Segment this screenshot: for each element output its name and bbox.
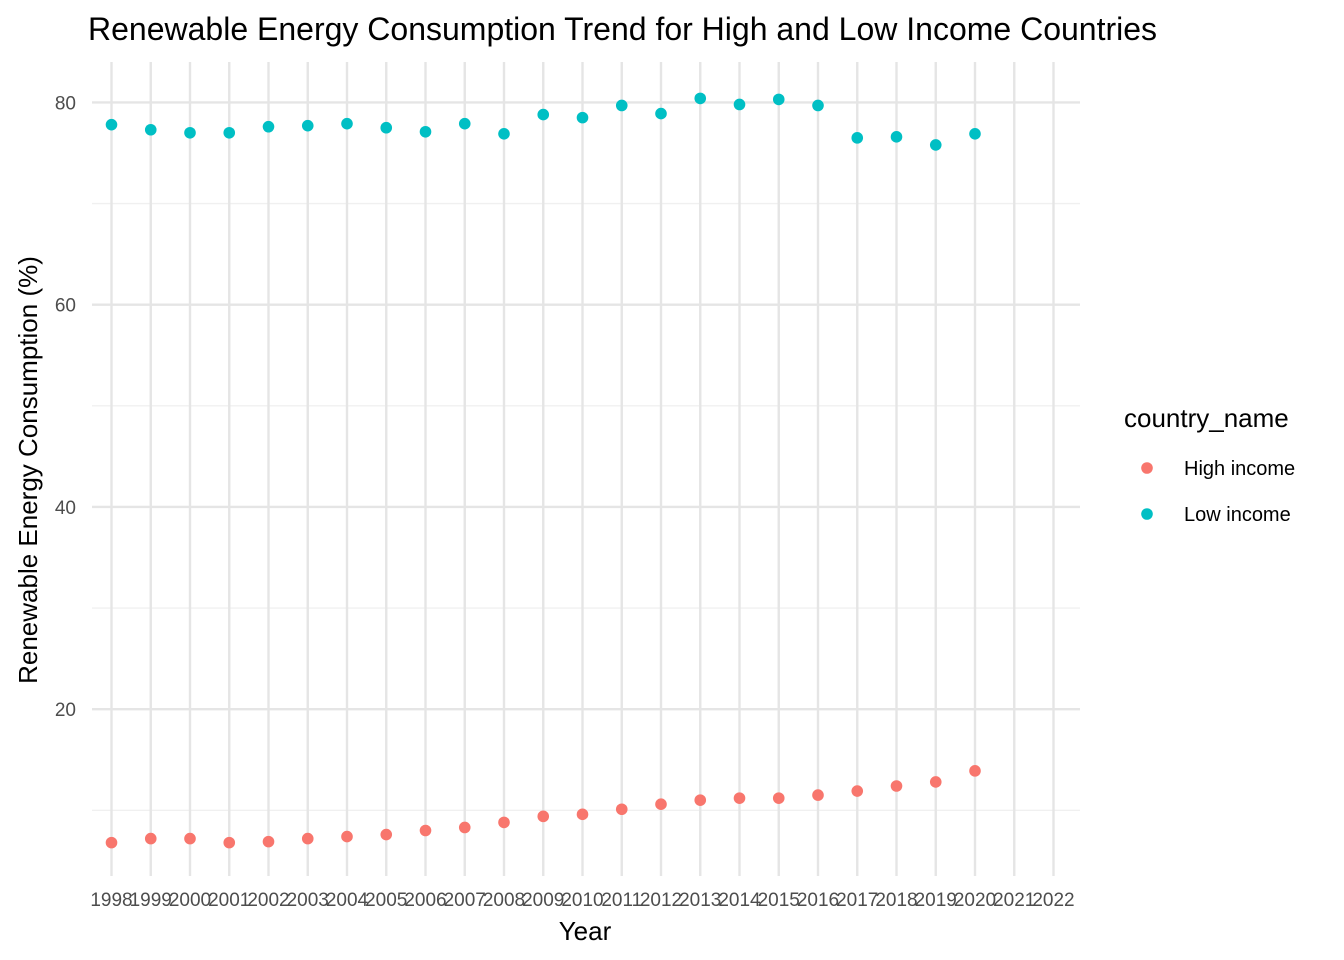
data-point — [890, 780, 903, 792]
x-tick-label: 2016 — [797, 890, 839, 911]
data-point — [537, 810, 550, 823]
x-tick-label: 2018 — [875, 890, 917, 911]
data-point — [969, 127, 981, 140]
data-point — [537, 108, 550, 121]
x-tick-label: 1999 — [130, 890, 172, 911]
data-point — [341, 830, 353, 843]
data-point — [184, 126, 196, 139]
data-point — [733, 792, 746, 804]
data-point — [969, 765, 981, 777]
data-point — [262, 120, 275, 133]
x-tick-label: 2019 — [915, 890, 957, 911]
x-tick-label: 2022 — [1032, 890, 1074, 911]
y-tick-label: 80 — [55, 93, 76, 114]
data-point — [223, 126, 236, 139]
x-tick-label: 2021 — [993, 890, 1035, 911]
x-tick-label: 2020 — [954, 890, 996, 911]
data-point — [380, 828, 393, 841]
x-tick-label: 1998 — [90, 890, 132, 911]
x-tick-label: 2002 — [247, 890, 289, 911]
x-tick-label: 2015 — [758, 890, 800, 911]
data-point — [655, 107, 667, 120]
data-point — [458, 117, 471, 130]
data-point — [929, 776, 942, 788]
data-point — [576, 808, 589, 821]
data-point — [301, 119, 314, 132]
data-point — [615, 803, 628, 816]
y-tick-label: 60 — [55, 296, 76, 317]
x-tick-label: 2010 — [561, 890, 603, 911]
x-axis-ticks: 1998199920002001200220032004200520062007… — [90, 890, 1074, 911]
data-point — [851, 785, 864, 797]
data-point — [655, 798, 667, 811]
data-point — [458, 821, 471, 834]
legend-key — [1141, 462, 1153, 474]
legend: country_name High income Low income — [1124, 403, 1295, 526]
x-tick-label: 2013 — [679, 890, 721, 911]
data-point — [419, 824, 432, 837]
data-point — [262, 835, 275, 848]
data-point — [694, 794, 707, 806]
x-tick-label: 2012 — [640, 890, 682, 911]
data-point — [144, 123, 157, 136]
x-tick-label: 2017 — [836, 890, 878, 911]
data-point — [419, 125, 432, 138]
plot-grid — [92, 62, 1080, 876]
x-tick-label: 2007 — [444, 890, 486, 911]
x-tick-label: 2009 — [522, 890, 564, 911]
x-tick-label: 2008 — [483, 890, 525, 911]
data-point — [772, 93, 785, 106]
data-point — [615, 99, 628, 112]
data-point — [498, 127, 510, 140]
chart-title: Renewable Energy Consumption Trend for H… — [88, 11, 1157, 47]
data-point — [341, 117, 353, 130]
data-point — [105, 836, 118, 849]
data-point — [144, 832, 157, 845]
data-point — [733, 98, 746, 111]
data-point — [223, 836, 236, 849]
legend-label: Low income — [1184, 504, 1291, 526]
data-point — [380, 121, 393, 134]
legend-title: country_name — [1124, 403, 1289, 433]
data-point — [576, 111, 589, 124]
data-point — [301, 832, 314, 845]
x-tick-label: 2001 — [208, 890, 250, 911]
legend-key — [1141, 508, 1153, 520]
x-tick-label: 2014 — [718, 890, 761, 911]
data-point — [694, 92, 707, 105]
y-axis-ticks: 20 40 60 80 — [55, 93, 76, 721]
y-axis-title: Renewable Energy Consumption (%) — [13, 256, 43, 684]
data-point — [812, 789, 824, 801]
data-point — [812, 99, 824, 112]
x-tick-label: 2004 — [326, 890, 369, 911]
x-tick-label: 2005 — [365, 890, 407, 911]
x-tick-label: 2000 — [169, 890, 211, 911]
y-tick-label: 40 — [55, 498, 76, 519]
data-point — [929, 139, 942, 151]
data-points — [105, 92, 981, 849]
x-axis-title: Year — [559, 916, 612, 946]
data-point — [772, 792, 785, 804]
x-tick-label: 2006 — [404, 890, 446, 911]
data-point — [498, 816, 510, 829]
x-tick-label: 2003 — [287, 890, 329, 911]
y-tick-label: 20 — [55, 700, 76, 721]
x-tick-label: 2011 — [601, 890, 642, 911]
data-point — [184, 832, 196, 845]
data-point — [851, 132, 864, 144]
legend-label: High income — [1184, 458, 1295, 480]
data-point — [890, 131, 903, 143]
data-point — [105, 118, 118, 131]
